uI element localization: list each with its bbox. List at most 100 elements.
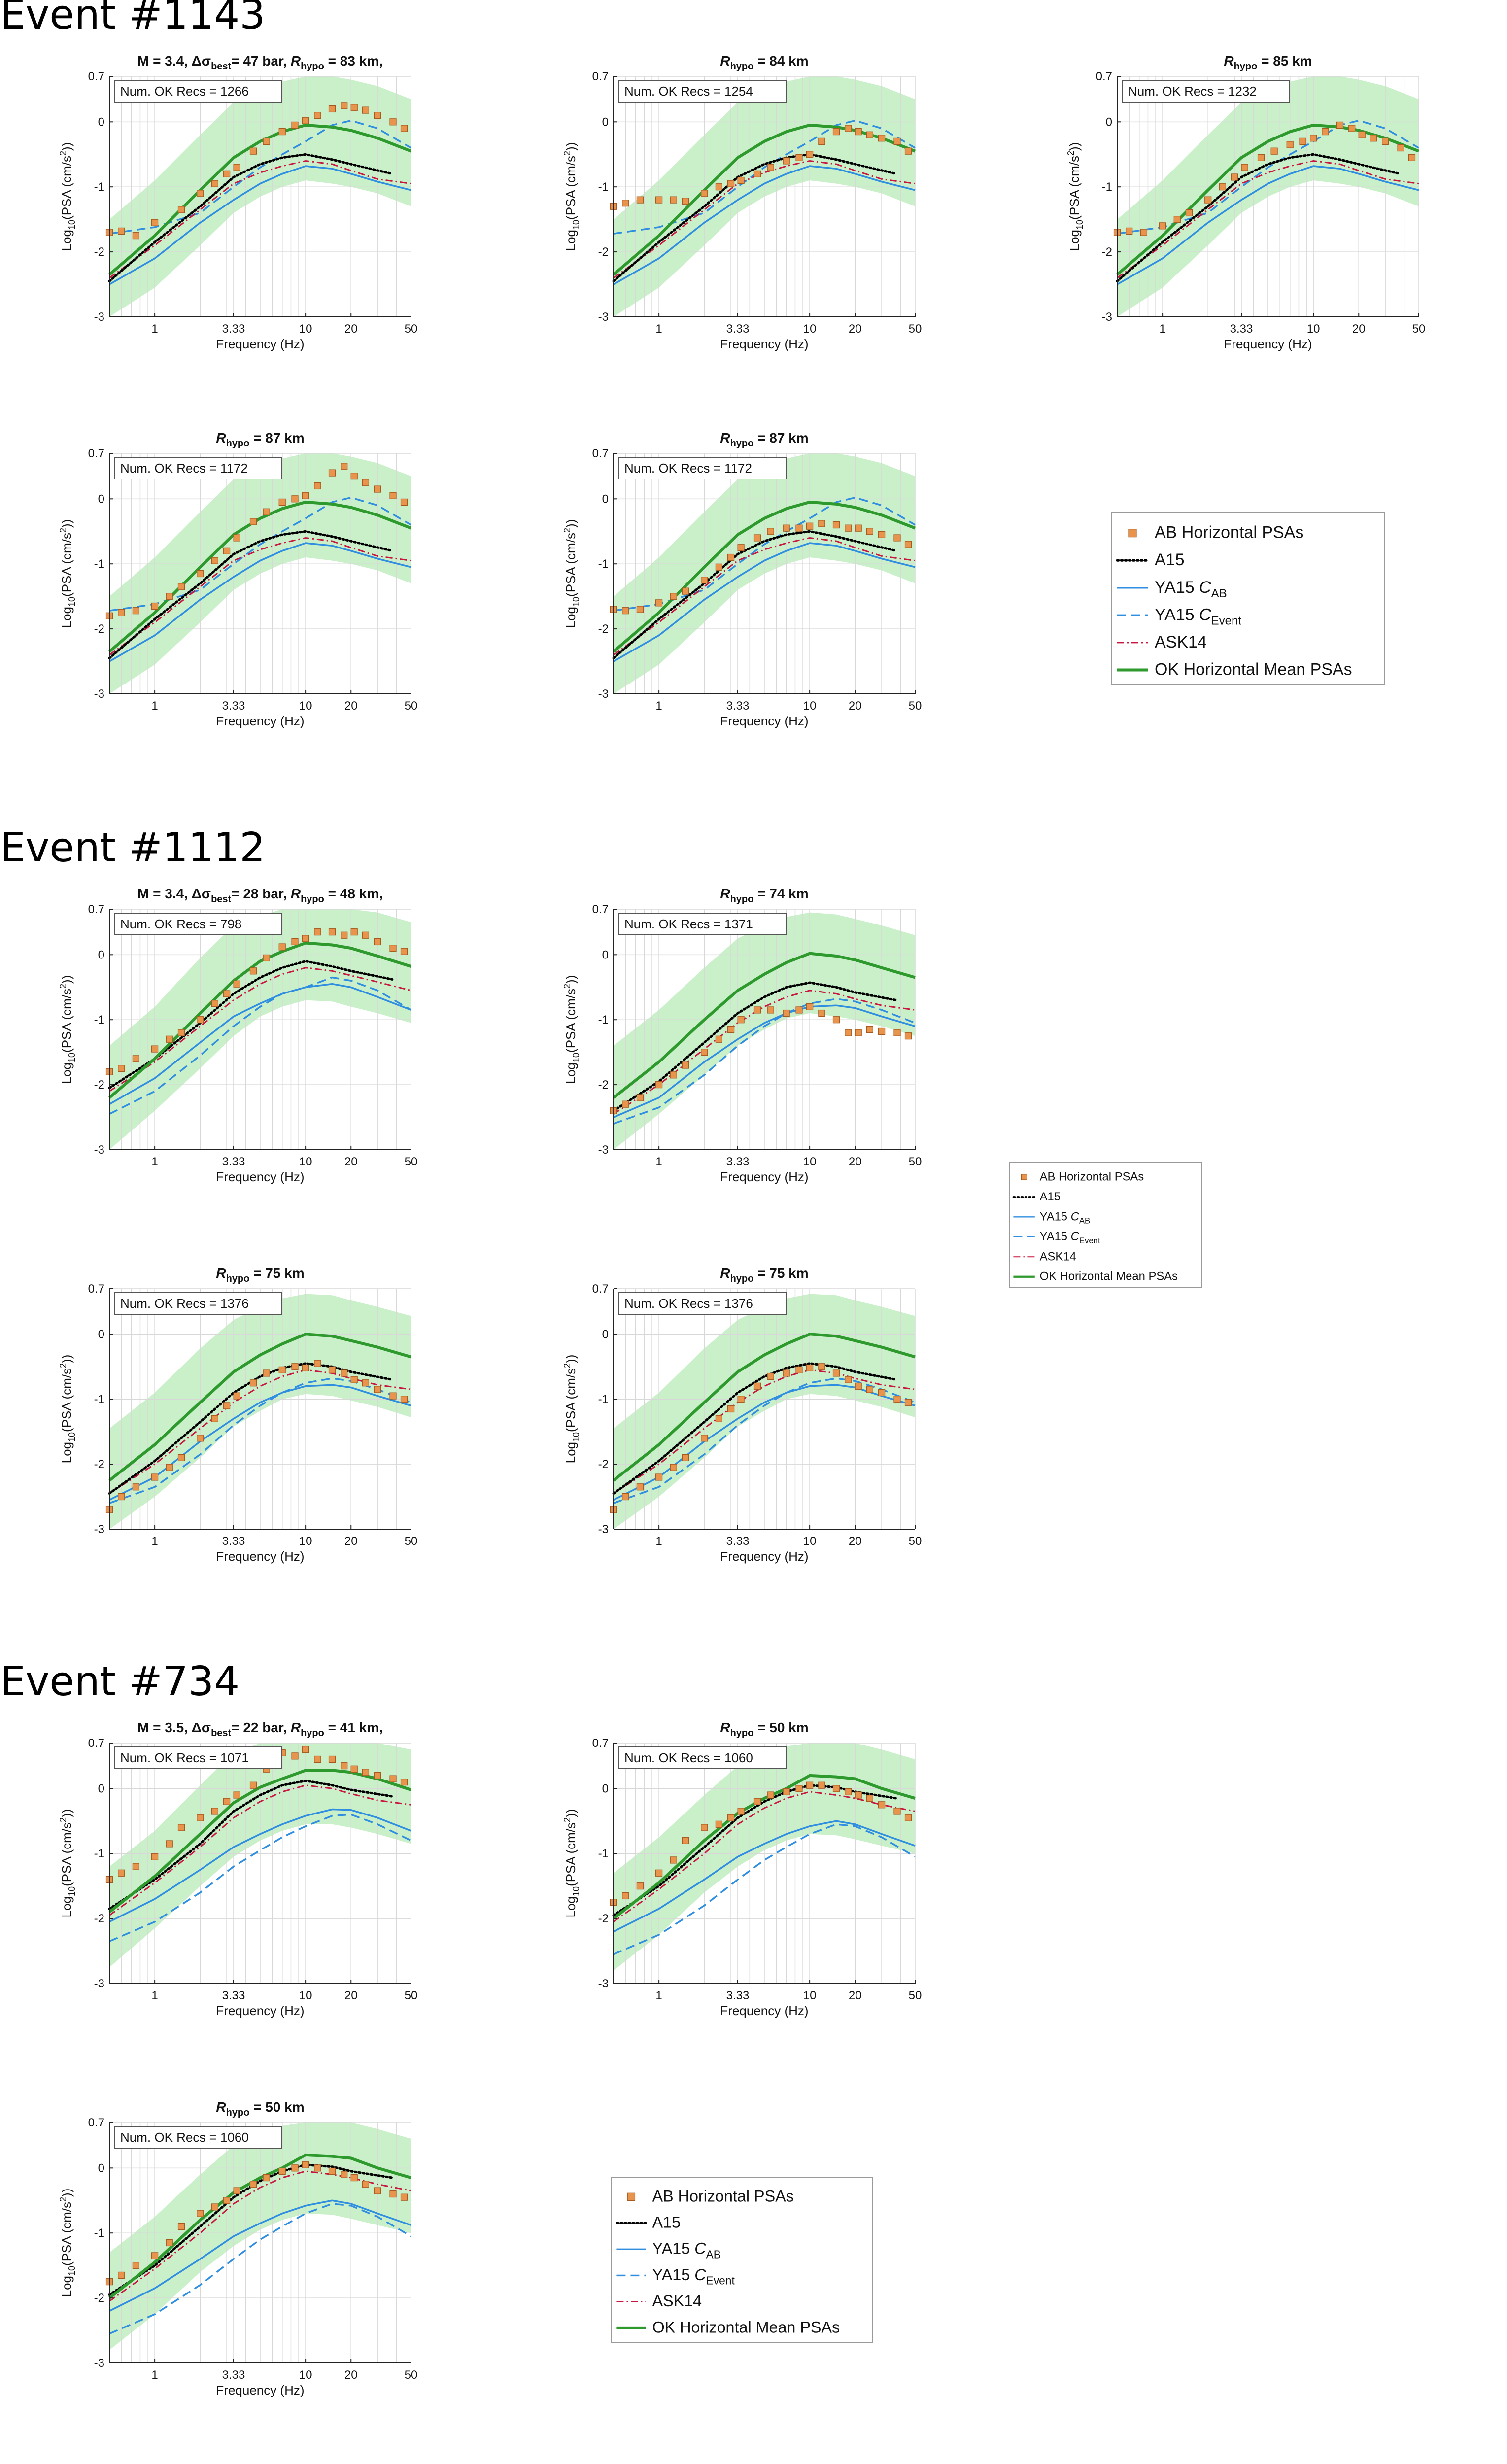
ok-std-band <box>109 909 411 1150</box>
ab-point <box>806 522 814 530</box>
ab-point <box>374 938 381 946</box>
legend-label-ya15-event: YA15 CEvent <box>1040 1230 1100 1245</box>
x-tick-label: 10 <box>299 322 312 336</box>
legend-label-ok: OK Horizontal Mean PSAs <box>1040 1270 1178 1283</box>
ab-point <box>151 1473 159 1481</box>
ab-point <box>754 1382 761 1390</box>
series-ok <box>613 123 916 276</box>
event-title-1112: Event #1112 <box>0 824 265 871</box>
ab-point <box>132 1055 139 1062</box>
panel-title: Rhypo = 50 km <box>216 2099 304 2118</box>
ab-point <box>727 1814 735 1821</box>
ab-point <box>328 1366 336 1373</box>
ab-point <box>341 463 348 470</box>
num-ok-recs-box <box>618 457 787 479</box>
ab-point <box>1185 209 1193 217</box>
ab-point <box>197 1016 204 1024</box>
gridlines <box>614 453 916 694</box>
ab-point <box>278 128 286 136</box>
ab-point <box>866 131 873 138</box>
x-axis-label: Frequency (Hz) <box>720 1549 808 1564</box>
x-axis-label: Frequency (Hz) <box>720 714 808 728</box>
ab-point <box>400 948 408 955</box>
ab-point <box>278 2167 286 2175</box>
panel-e1112-p1: -3 -2 -1 0 0.7 1 3.33 10 20 50 Frequency (Hz) Log10… <box>58 886 417 1184</box>
legend-label-ask14: ASK14 <box>652 2292 702 2310</box>
ab-point <box>737 1808 745 1815</box>
y-tick-label: -1 <box>94 1013 104 1027</box>
ab-point <box>715 563 722 571</box>
x-tick-label: 50 <box>909 322 922 336</box>
y-tick-label: -3 <box>598 1523 609 1536</box>
ab-point <box>400 2193 408 2201</box>
ab-point <box>818 1363 825 1370</box>
ab-point <box>291 2164 299 2172</box>
legend-box <box>1111 512 1385 685</box>
ab-point <box>166 2239 173 2247</box>
y-tick-label: 0 <box>98 115 104 129</box>
ab-point <box>1270 147 1278 155</box>
series-ask14 <box>109 2170 411 2302</box>
ab-point <box>362 2181 369 2188</box>
ab-point <box>314 112 321 119</box>
panel-e734-p1: -3 -2 -1 0 0.7 1 3.33 10 20 50 Frequency (Hz) Log10… <box>58 1720 417 2018</box>
panel-title: Rhypo = 75 km <box>216 1266 304 1284</box>
x-tick-label: 1 <box>151 322 158 336</box>
ab-point <box>166 1464 173 1471</box>
x-tick-label: 20 <box>849 699 862 713</box>
ab-point <box>263 137 270 145</box>
series-ask14 <box>1117 160 1419 279</box>
ok-std-band <box>614 1294 915 1529</box>
ab-point <box>400 1396 408 1403</box>
ab-point <box>893 1029 901 1036</box>
y-tick-label: -2 <box>598 1078 609 1092</box>
num-ok-recs-box <box>618 1292 787 1315</box>
y-tick-label: 0 <box>602 948 609 961</box>
ab-point <box>855 1029 862 1036</box>
x-tick-label: 20 <box>344 2368 358 2382</box>
ab-point <box>374 2187 381 2194</box>
series-a15 <box>612 1362 898 1495</box>
num-ok-recs-label: Num. OK Recs = 1232 <box>1128 84 1257 99</box>
ab-point <box>328 1755 336 1763</box>
x-tick-label: 3.33 <box>1230 322 1253 336</box>
num-ok-recs-box <box>114 1292 282 1315</box>
y-tick-label: 0.7 <box>592 1737 609 1750</box>
ab-point <box>400 1779 408 1786</box>
ab-point <box>291 1363 299 1370</box>
ab-point <box>118 2271 125 2279</box>
ab-point <box>362 931 369 939</box>
x-axis-label: Frequency (Hz) <box>216 337 304 351</box>
ab-point <box>818 520 825 527</box>
ab-point <box>636 606 644 613</box>
x-tick-label: 50 <box>405 1155 418 1168</box>
ab-point <box>314 1360 321 1367</box>
ab-point <box>211 180 218 187</box>
event-title-734: Event #734 <box>0 1658 240 1705</box>
panel-e734-p2: -3 -2 -1 0 0.7 1 3.33 10 20 50 Frequency (Hz) Log10… <box>562 1720 922 2018</box>
num-ok-recs-label: Num. OK Recs = 798 <box>120 917 241 931</box>
panel-e1143-p1: -3 -2 -1 0 0.7 1 3.33 10 20 50 Frequency (Hz) Log10… <box>58 53 417 351</box>
ab-point <box>314 928 321 936</box>
x-axis-label: Frequency (Hz) <box>216 2383 304 2397</box>
series-ya15-ab <box>613 1820 916 1933</box>
num-ok-recs-label: Num. OK Recs = 1172 <box>624 461 752 476</box>
ab-point <box>177 1454 185 1462</box>
ab-point <box>249 2181 257 2188</box>
ab-point <box>177 206 185 213</box>
series-ya15-event <box>109 2203 411 2335</box>
ab-point <box>878 135 886 142</box>
x-tick-label: 1 <box>151 1155 158 1168</box>
y-tick-label: -1 <box>598 180 609 194</box>
ab-point <box>151 219 159 226</box>
series-a15 <box>108 1362 394 1495</box>
ab-point <box>389 118 397 126</box>
y-tick-label: -2 <box>598 1458 609 1471</box>
ab-point <box>682 1454 689 1462</box>
x-tick-label: 10 <box>299 1535 312 1548</box>
series-ab-points <box>610 1363 912 1513</box>
x-tick-label: 20 <box>849 1155 862 1168</box>
series-ok <box>108 941 411 1099</box>
ab-point <box>670 1071 677 1079</box>
y-tick-label: -2 <box>94 1458 104 1471</box>
